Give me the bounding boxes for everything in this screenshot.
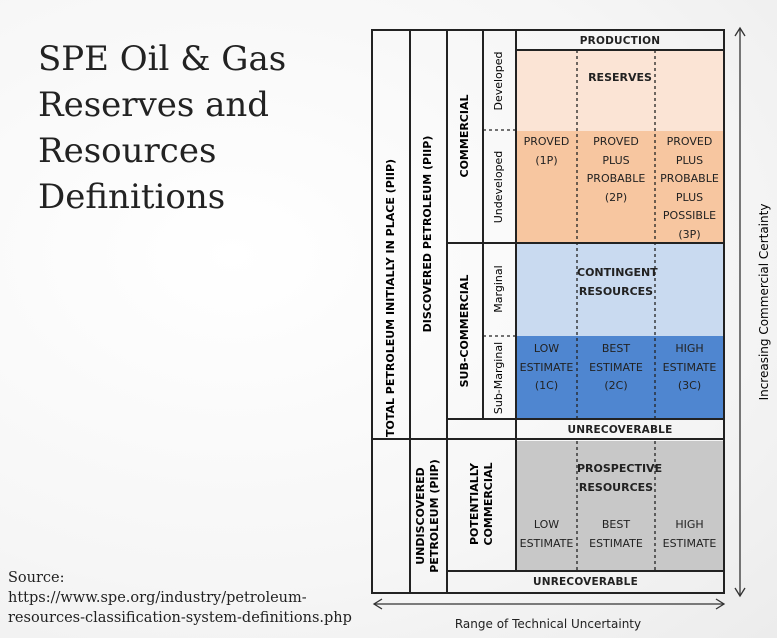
slide-title: SPE Oil & Gas Reserves and Resources Def… (38, 36, 338, 220)
proved-1p-label: PROVED (1P) (523, 135, 570, 167)
source-url-line: https://www.spe.org/industry/petroleum- (8, 590, 307, 606)
marginal-label: Marginal (492, 265, 505, 313)
unrecoverable-discovered-label: UNRECOVERABLE (567, 423, 673, 436)
contingent-resources-label: CONTINGENT RESOURCES (577, 266, 658, 298)
prospective-high-estimate-label: HIGH ESTIMATE (662, 518, 717, 550)
reserves-undeveloped-box (516, 131, 724, 243)
discovered-piip-label: DISCOVERED PETROLEUM (PIIP) (421, 135, 434, 333)
reserves-label: RESERVES (588, 71, 652, 84)
title-line: Reserves and (38, 85, 270, 125)
prospective-low-estimate-label: LOW ESTIMATE (519, 518, 574, 550)
undiscovered-piip-label: UNDISCOVERED PETROLEUM (PIIP) (414, 459, 441, 573)
undeveloped-label: Undeveloped (492, 150, 505, 224)
x-axis-label: Range of Technical Uncertainty (454, 617, 642, 631)
commercial-label: COMMERCIAL (458, 94, 471, 178)
low-estimate-1c-label: LOW ESTIMATE (1C) (519, 342, 574, 392)
title-line: SPE Oil & Gas (38, 39, 287, 79)
sub-marginal-label: Sub-Marginal (492, 341, 505, 415)
source-citation: Source: https://www.spe.org/industry/pet… (8, 568, 378, 628)
total-piip-label: TOTAL PETROLEUM INITIALLY IN PLACE (PIIP… (384, 158, 397, 438)
reserves-developed-box (516, 50, 724, 131)
y-axis-label: Increasing Commercial Certainty (757, 203, 771, 401)
title-line: Resources (38, 131, 217, 171)
proved-2p-label: PROVED PLUS PROBABLE (2P) (586, 135, 646, 204)
developed-label: Developed (492, 51, 505, 111)
prospective-box (516, 441, 724, 571)
contingent-marginal-box (516, 243, 724, 336)
contingent-submarginal-box (516, 336, 724, 419)
sub-commercial-label: SUB-COMMERCIAL (458, 274, 471, 388)
proved-3p-label: PROVED PLUS PROBABLE PLUS POSSIBLE (3P) (660, 135, 719, 241)
unrecoverable-undiscovered-label: UNRECOVERABLE (533, 576, 638, 588)
production-label: PRODUCTION (579, 34, 661, 47)
potentially-commercial-label: POTENTIALLY COMMERCIAL (468, 462, 495, 546)
source-label: Source: (8, 570, 65, 586)
high-estimate-3c-label: HIGH ESTIMATE (3C) (662, 342, 717, 392)
prospective-resources-label: PROSPECTIVE RESOURCES (577, 462, 663, 494)
prospective-best-estimate-label: BEST ESTIMATE (589, 518, 643, 550)
best-estimate-2c-label: BEST ESTIMATE (2C) (589, 342, 643, 392)
source-url-line: resources-classification-system-definiti… (8, 610, 352, 626)
title-line: Definitions (38, 177, 226, 217)
